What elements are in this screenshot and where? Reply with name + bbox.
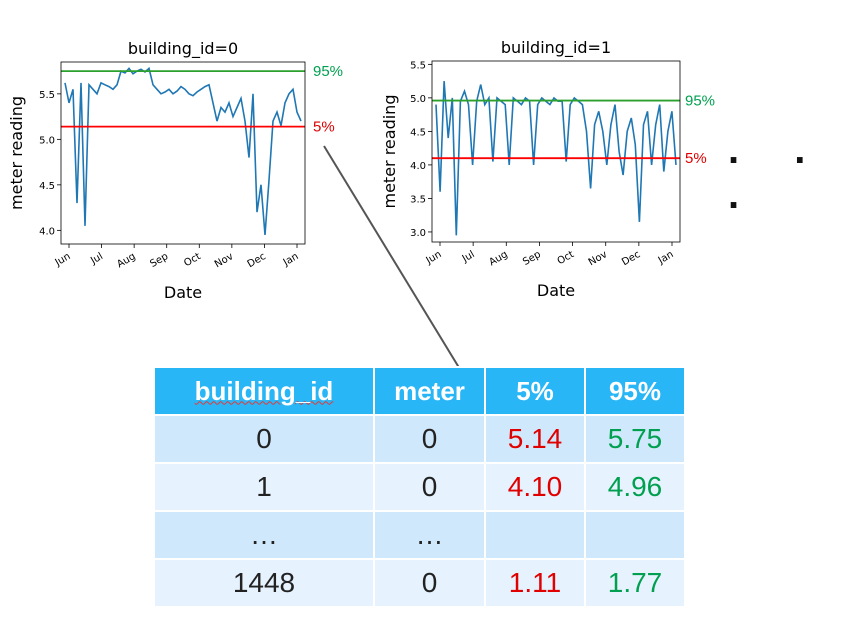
chart-building-0: building_id=0 95% 5% 4.0 4.5 5.0 5.5 Jun Jul Aug S… [7,39,343,302]
y-tick-label: 5.0 [39,135,55,146]
x-tick-label: Nov [213,251,235,270]
y-tick-label: 3.0 [410,228,426,239]
y-tick-label: 5.5 [39,90,55,101]
table-row: 1448 0 1.11 1.77 [153,558,686,608]
cell-building-id: … [153,510,375,560]
table-header-row: building_id meter 5% 95% [153,366,686,416]
column-header-p5: 5% [484,366,586,416]
column-header-building-id: building_id [153,366,375,416]
cell-building-id: 1448 [153,558,375,608]
p5-label: 5% [685,150,707,167]
x-tick-label: Jan [281,251,301,269]
cell-meter: 0 [373,414,486,464]
cell-meter: 0 [373,462,486,512]
axes-frame [431,60,681,243]
table-row: … … [153,510,686,560]
column-header-p95: 95% [584,366,686,416]
cell-meter: … [373,510,486,560]
cell-p5: 4.10 [484,462,586,512]
table-row: 1 0 4.10 4.96 [153,462,686,512]
x-tick-label: Sep [148,251,170,270]
cell-building-id: 0 [153,414,375,464]
meter-reading-series [64,66,302,235]
cell-p95: 5.75 [584,414,686,464]
y-tick-label: 5.5 [410,60,426,71]
chart-building-1: building_id=1 95% 5% 3.0 3.5 4.0 4.5 5.0 5.5 Jun J… [380,38,715,300]
chart-title: building_id=0 [128,39,238,59]
cell-p95 [584,510,686,560]
cell-p5: 1.11 [484,558,586,608]
x-tick-label: Oct [182,251,203,269]
cell-p95: 1.77 [584,558,686,608]
x-tick-label: Jun [424,249,444,267]
y-axis-label: meter reading [7,96,26,210]
cell-p5 [484,510,586,560]
x-tick-label: Jan [656,249,676,267]
x-tick-label: Jul [460,249,477,265]
x-tick-label: Oct [556,249,577,267]
table-row: 0 0 5.14 5.75 [153,414,686,464]
y-tick-label: 4.0 [410,161,426,172]
x-tick-label: Sep [521,249,543,268]
cell-meter: 0 [373,558,486,608]
chart-title: building_id=1 [501,38,611,58]
y-tick-label: 5.0 [410,94,426,105]
p5-label: 5% [313,119,335,136]
y-tick-label: 3.5 [410,194,426,205]
cell-p5: 5.14 [484,414,586,464]
p95-label: 95% [313,63,343,80]
y-tick-label: 4.5 [39,181,55,192]
cell-building-id: 1 [153,462,375,512]
x-tick-label: Dec [246,251,268,270]
y-tick-label: 4.0 [39,226,55,237]
axes-frame [60,61,306,245]
cell-p95: 4.96 [584,462,686,512]
percentile-table: building_id meter 5% 95% 0 0 5.14 5.75 1… [153,366,686,608]
p95-label: 95% [685,93,715,110]
y-axis-label: meter reading [380,95,399,209]
y-tick-label: 4.5 [410,127,426,138]
x-axis-label: Date [164,283,202,302]
x-tick-label: Aug [487,249,509,268]
column-header-meter: meter [373,366,486,416]
x-tick-label: Jul [88,251,105,267]
x-tick-label: Jun [53,251,73,269]
x-tick-label: Aug [115,251,137,270]
more-charts-ellipsis: . . . [728,128,828,217]
x-axis-label: Date [537,281,575,300]
x-tick-label: Dec [620,249,642,268]
x-tick-label: Nov [587,249,609,268]
